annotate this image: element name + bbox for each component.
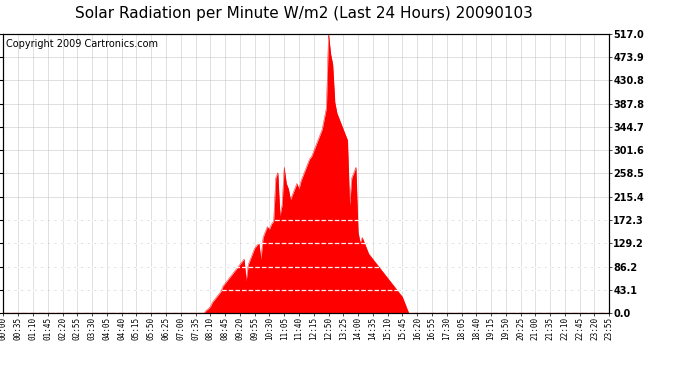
Text: Copyright 2009 Cartronics.com: Copyright 2009 Cartronics.com (6, 39, 159, 50)
Text: Solar Radiation per Minute W/m2 (Last 24 Hours) 20090103: Solar Radiation per Minute W/m2 (Last 24… (75, 6, 533, 21)
